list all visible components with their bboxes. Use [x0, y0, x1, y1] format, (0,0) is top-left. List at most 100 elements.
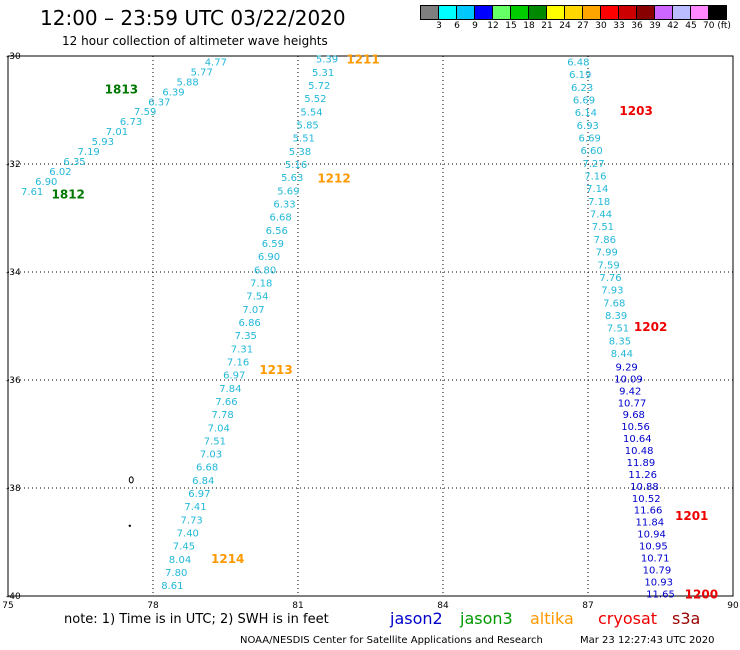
legend-cryosat: cryosat [598, 609, 658, 628]
lon-tick-label: 87 [582, 601, 593, 611]
wave-height-label: 6.69 [579, 133, 601, 144]
wave-height-label: 7.01 [106, 127, 128, 138]
wave-height-label: 10.71 [641, 553, 670, 564]
wave-height-label: 7.04 [208, 423, 230, 434]
wave-height-label: 7.31 [231, 344, 253, 355]
wave-height-label: 6.90 [35, 177, 57, 188]
legend-jason3: jason3 [460, 609, 513, 628]
wave-height-label: 5.39 [316, 55, 338, 66]
lon-tick-label: 81 [292, 601, 303, 611]
color-scale-label: 70 (ft) [703, 21, 731, 31]
color-swatch [708, 5, 727, 20]
wave-height-label: 8.61 [161, 581, 183, 592]
pass-time-label: 1201 [675, 509, 708, 523]
wave-height-label: 7.40 [177, 529, 199, 540]
credit-line: NOAA/NESDIS Center for Satellite Applica… [240, 635, 543, 646]
wave-height-label: 5.54 [300, 107, 322, 118]
pass-time-label: 1202 [634, 320, 667, 334]
legend-altika: altika [530, 609, 574, 628]
wave-height-label: 6.59 [262, 239, 284, 250]
wave-height-label: 7.54 [246, 292, 268, 303]
wave-height-label: 6.60 [580, 146, 602, 157]
color-scale-label: 12 [487, 21, 499, 31]
wave-height-label: 7.51 [592, 222, 614, 233]
pass-time-label: 1212 [317, 172, 350, 186]
wave-height-label: 6.86 [239, 318, 261, 329]
wave-height-label: 7.59 [134, 107, 156, 118]
wave-height-label: 7.66 [215, 397, 237, 408]
wave-height-label: 6.68 [196, 463, 218, 474]
wave-height-label: 10.64 [623, 434, 652, 445]
wave-height-label: 5.85 [297, 121, 319, 132]
wave-height-label: 10.52 [632, 494, 661, 505]
wave-height-label: 11.89 [627, 458, 656, 469]
wave-height-label: 6.39 [162, 87, 184, 98]
wave-height-label: 6.37 [148, 97, 170, 108]
wave-height-label: 7.27 [582, 159, 604, 170]
lon-tick-label: 84 [437, 601, 449, 611]
wave-height-label: 7.41 [184, 502, 206, 513]
legend-jason2: jason2 [390, 609, 443, 628]
wave-height-label: 7.99 [596, 248, 618, 259]
lon-tick-label: 78 [147, 601, 159, 611]
wave-height-label: 5.52 [304, 94, 326, 105]
footnote: note: 1) Time is in UTC; 2) SWH is in fe… [64, 612, 329, 627]
color-scale-label: 30 [595, 21, 607, 31]
wave-height-label: 8.04 [169, 555, 191, 566]
wave-height-label: 5.51 [293, 134, 315, 145]
lat-tick-label: -38 [6, 484, 21, 494]
pass-time-label: 1213 [259, 363, 292, 377]
wave-height-label: 7.68 [603, 298, 625, 309]
wave-height-label: 5.38 [289, 147, 311, 158]
lat-tick-label: -36 [6, 376, 21, 386]
color-scale-label: 18 [523, 21, 535, 31]
lat-tick-label: -40 [6, 592, 21, 602]
wave-height-label: 7.93 [601, 286, 623, 297]
color-scale-label: 6 [454, 21, 460, 31]
wave-height-label: 6.84 [192, 476, 214, 487]
color-scale-label: 3 [436, 21, 442, 31]
wave-height-label: 6.90 [258, 252, 280, 263]
wave-height-label: 10.79 [643, 565, 672, 576]
lat-tick-label: -32 [6, 160, 21, 170]
wave-height-label: 7.16 [227, 357, 249, 368]
wave-height-label: 7.03 [200, 450, 222, 461]
wave-height-label: 5.16 [285, 160, 307, 171]
color-scale-label: 39 [649, 21, 661, 31]
wave-height-label: 7.86 [594, 235, 616, 246]
pass-time-label: 1813 [105, 82, 138, 96]
color-scale [420, 5, 727, 20]
wave-height-label: 7.16 [584, 172, 606, 183]
wave-height-label: 7.78 [211, 410, 233, 421]
wave-height-label: 8.44 [611, 349, 633, 360]
wave-height-label: 7.18 [588, 197, 610, 208]
wave-height-label: 6.73 [120, 117, 142, 128]
color-scale-label: 42 [667, 21, 679, 31]
wave-height-label: 9.42 [619, 386, 641, 397]
wave-height-label: 11.26 [628, 470, 657, 481]
wave-height-label: 6.80 [254, 265, 276, 276]
pass-time-label: 1203 [619, 104, 652, 118]
wave-height-label: 11.66 [634, 506, 663, 517]
wave-height-label: 7.51 [204, 436, 226, 447]
lat-tick-label: -34 [6, 268, 21, 278]
island-marker [128, 476, 134, 484]
wave-height-label: 5.72 [308, 81, 330, 92]
wave-height-label: 10.48 [625, 446, 654, 457]
wave-height-label: 6.19 [569, 70, 591, 81]
wave-height-label: 6.48 [567, 57, 589, 68]
wave-height-label: 10.88 [630, 482, 659, 493]
lon-tick-label: 90 [727, 601, 739, 611]
wave-height-label: 11.65 [646, 589, 675, 600]
wave-height-label: 5.93 [92, 137, 114, 148]
wave-height-label: 10.09 [614, 374, 643, 385]
color-scale-label: 9 [472, 21, 478, 31]
color-scale-label: 27 [577, 21, 589, 31]
wave-height-label: 5.77 [191, 67, 213, 78]
wave-height-label: 7.61 [21, 187, 43, 198]
wave-height-label: 10.95 [639, 542, 668, 553]
wave-height-label: 8.39 [605, 311, 627, 322]
wave-height-label: 10.94 [637, 530, 666, 541]
wave-height-label: 6.33 [273, 199, 295, 210]
